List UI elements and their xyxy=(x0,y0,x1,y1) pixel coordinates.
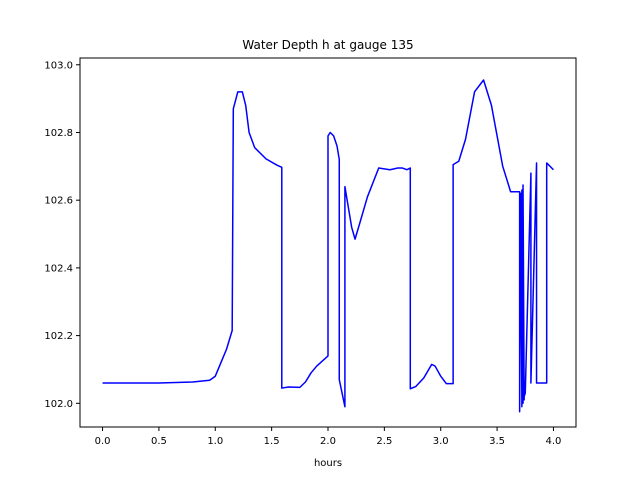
series-line xyxy=(102,79,554,413)
x-axis-label: hours xyxy=(314,458,342,469)
x-tick-label: 3.5 xyxy=(489,436,505,447)
x-tick-label: 4.0 xyxy=(546,436,562,447)
y-tick-label: 102.4 xyxy=(44,263,73,274)
x-tick-label: 0.0 xyxy=(95,436,111,447)
y-tick-label: 102.0 xyxy=(44,399,73,410)
y-tick-label: 103.0 xyxy=(44,60,73,71)
x-axis: 0.0 0.5 1.0 1.5 2.0 2.5 3.0 3.5 4.0 xyxy=(95,427,562,447)
x-tick-label: 1.0 xyxy=(207,436,223,447)
y-tick-label: 102.2 xyxy=(44,331,73,342)
x-tick-label: 2.5 xyxy=(376,436,392,447)
chart-title: Water Depth h at gauge 135 xyxy=(242,38,413,52)
x-tick-label: 1.5 xyxy=(264,436,280,447)
x-tick-label: 3.0 xyxy=(433,436,449,447)
x-tick-label: 2.0 xyxy=(320,436,336,447)
y-tick-label: 102.8 xyxy=(44,128,73,139)
x-tick-label: 0.5 xyxy=(151,436,167,447)
y-tick-label: 102.6 xyxy=(44,196,73,207)
y-axis: 102.0 102.2 102.4 102.6 102.8 103.0 xyxy=(44,60,80,410)
plot-area xyxy=(102,79,554,413)
